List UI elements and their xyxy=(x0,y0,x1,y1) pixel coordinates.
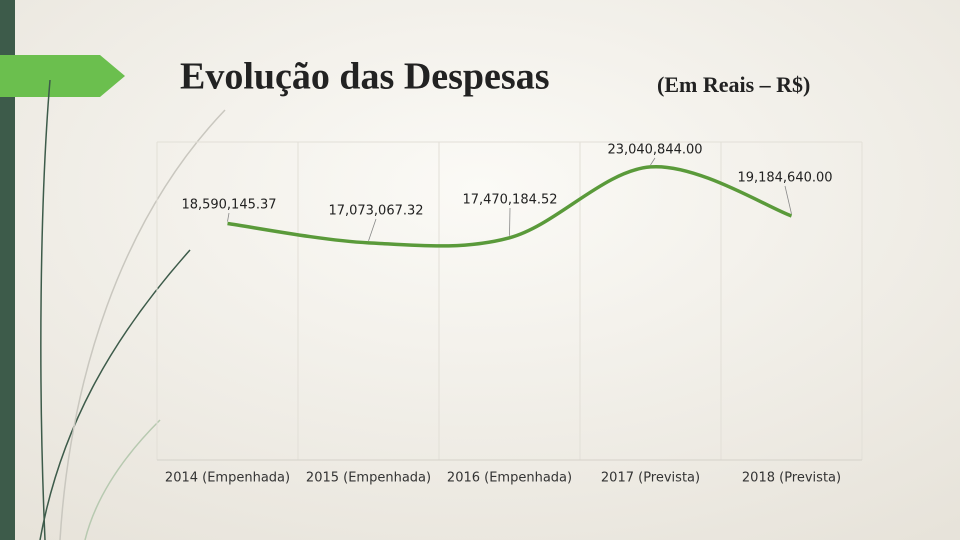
x-tick-label: 2015 (Empenhada) xyxy=(306,471,431,486)
chart-subtitle: (Em Reais – R$) xyxy=(657,72,810,97)
side-bar xyxy=(0,0,15,540)
leader-line xyxy=(650,157,656,166)
x-tick-label: 2014 (Empenhada) xyxy=(165,471,290,486)
x-tick-label: 2016 (Empenhada) xyxy=(447,471,572,486)
x-tick-label: 2018 (Prevista) xyxy=(742,471,841,486)
data-label: 23,040,844.00 xyxy=(607,143,702,158)
x-tick-label: 2017 (Prevista) xyxy=(601,471,700,486)
title-arrow xyxy=(0,55,125,97)
chart-title: Evolução das Despesas xyxy=(180,56,550,98)
data-label: 17,470,184.52 xyxy=(462,193,557,208)
line-series xyxy=(227,165,793,248)
plot-area: 2014 (Empenhada) 2015 (Empenhada) 2016 (Em… xyxy=(156,141,863,486)
data-label: 18,590,145.37 xyxy=(181,198,276,213)
leader-line xyxy=(368,218,377,241)
leader-line xyxy=(227,212,230,222)
leader-line xyxy=(509,207,511,236)
decor-lines xyxy=(39,79,226,541)
data-label: 17,073,067.32 xyxy=(328,204,423,219)
data-label: 19,184,640.00 xyxy=(737,171,832,186)
leader-line xyxy=(784,185,792,215)
